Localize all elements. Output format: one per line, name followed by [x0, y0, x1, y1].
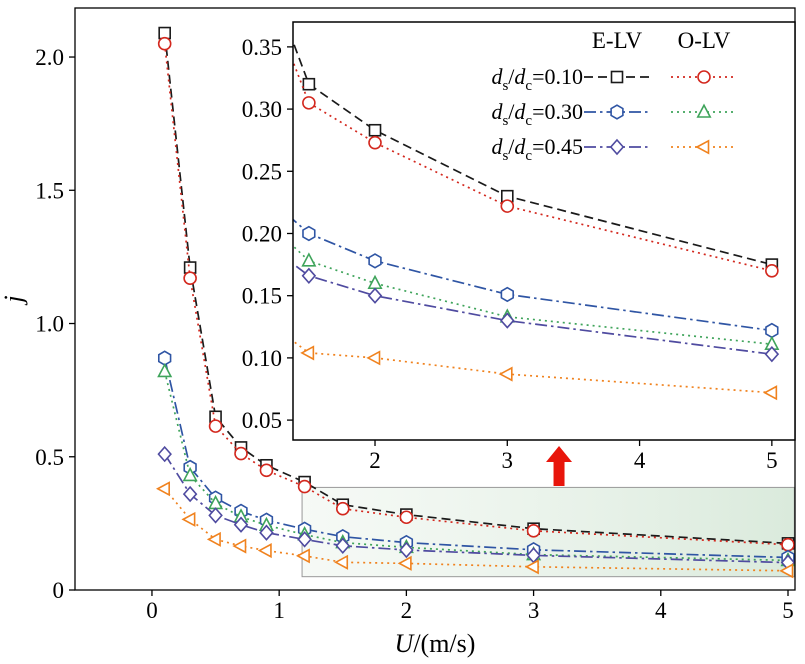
legend-column-header: E-LV: [592, 28, 643, 53]
axis-ticks: 2 3 4 5 0.05 0.10 0.15 0.20 0.25 0.30 0.35: [242, 35, 778, 473]
svg-text:0.30: 0.30: [242, 97, 282, 122]
legend: E-LV O-LV ds/dc=0.10 ds/dc=0.30 ds/dc=0.45: [491, 28, 737, 164]
svg-text:2: 2: [369, 448, 381, 473]
zoom-source-region: [301, 486, 795, 578]
svg-text:1: 1: [273, 598, 285, 623]
svg-text:ds/dc=0.45: ds/dc=0.45: [491, 134, 583, 164]
svg-text:2.0: 2.0: [35, 45, 64, 70]
svg-text:5: 5: [766, 448, 778, 473]
svg-text:5: 5: [782, 598, 794, 623]
svg-text:1.0: 1.0: [35, 312, 64, 337]
y-axis-label: j: [0, 295, 28, 305]
zoom-arrow-icon: [546, 446, 573, 486]
series-inset-e-lv-0.45: [293, 262, 780, 363]
series-main-o-lv-0.45: [155, 481, 794, 579]
svg-text:3: 3: [528, 598, 540, 623]
svg-text:ds/dc=0.30: ds/dc=0.30: [491, 99, 583, 129]
svg-text:0: 0: [53, 578, 65, 603]
svg-text:4: 4: [634, 448, 646, 473]
svg-text:0.05: 0.05: [242, 408, 282, 433]
svg-text:1.5: 1.5: [35, 178, 64, 203]
series-inset-e-lv-0.30: [293, 218, 779, 339]
svg-text:0.25: 0.25: [242, 159, 282, 184]
axes-frame: [292, 21, 796, 441]
svg-text:0: 0: [146, 598, 158, 623]
series-inset-o-lv-0.10: [293, 59, 779, 278]
inset-background: [293, 22, 795, 440]
series-main-o-lv-0.10: [157, 36, 795, 552]
svg-text:4: 4: [655, 598, 667, 623]
svg-text:3: 3: [502, 448, 514, 473]
axis-ticks: 0 1 2 3 4 5 0 0.5 1.0 1.5 2.0: [35, 45, 794, 623]
svg-text:ds/dc=0.10: ds/dc=0.10: [491, 64, 583, 94]
x-axis-label: U/(m/s): [395, 629, 476, 658]
svg-text:0.35: 0.35: [242, 35, 282, 60]
series-inset-o-lv-0.45: [293, 339, 778, 401]
svg-text:0.20: 0.20: [242, 221, 282, 246]
svg-text:2: 2: [401, 598, 413, 623]
svg-text:0.15: 0.15: [242, 284, 282, 309]
svg-text:0.10: 0.10: [242, 346, 282, 371]
legend-column-header: O-LV: [678, 28, 731, 53]
svg-text:0.5: 0.5: [35, 445, 64, 470]
